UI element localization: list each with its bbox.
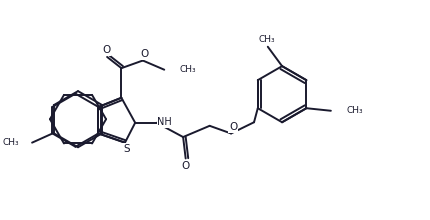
Text: O: O: [229, 122, 237, 132]
Text: CH₃: CH₃: [3, 138, 19, 147]
Text: CH₃: CH₃: [346, 106, 363, 115]
Text: CH₃: CH₃: [180, 65, 196, 74]
Text: NH: NH: [157, 117, 172, 127]
Text: O: O: [102, 45, 110, 55]
Text: CH₃: CH₃: [259, 35, 276, 44]
Text: O: O: [181, 161, 190, 171]
Text: S: S: [123, 144, 130, 154]
Text: O: O: [141, 50, 149, 59]
